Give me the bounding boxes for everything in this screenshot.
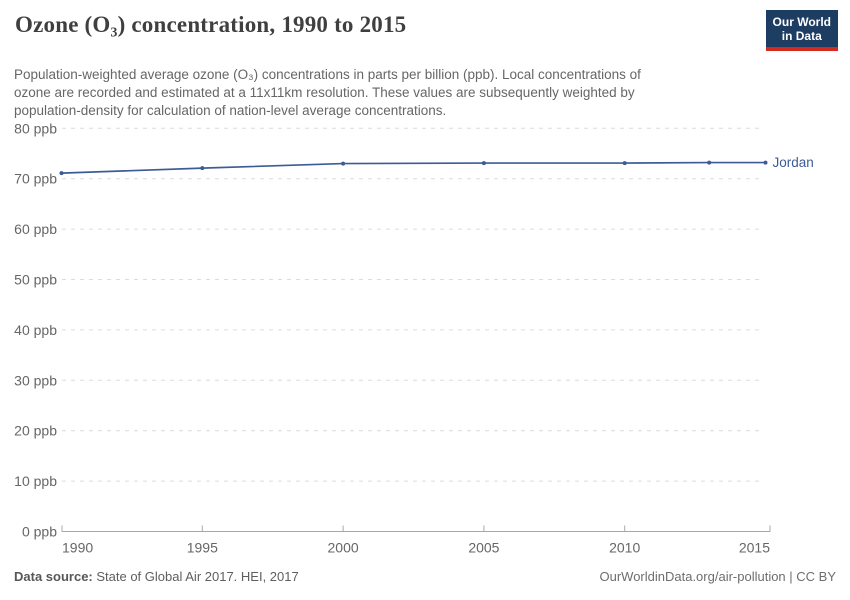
x-tick-label: 1990 bbox=[62, 540, 93, 556]
line-chart: 0 ppb 10 ppb 20 ppb 30 ppb 40 ppb 50 ppb 60 pp… bbox=[14, 120, 814, 556]
x-axis-line bbox=[61, 525, 771, 532]
owid-url-license: OurWorldinData.org/air-pollution | CC BY bbox=[599, 569, 836, 584]
x-tick-label: 2000 bbox=[328, 540, 359, 556]
data-point bbox=[707, 160, 712, 165]
y-tick-label: 40 ppb bbox=[14, 322, 57, 338]
data-point bbox=[763, 160, 768, 165]
data-point bbox=[59, 171, 64, 176]
subtitle-line: Population-weighted average ozone (O₃) c… bbox=[14, 66, 641, 82]
owid-logo-line2: in Data bbox=[781, 29, 822, 44]
y-tick-label: 20 ppb bbox=[14, 423, 57, 439]
series-line bbox=[61, 161, 766, 175]
data-point bbox=[200, 166, 205, 171]
subtitle-line: population-density for calculation of na… bbox=[14, 102, 447, 118]
data-point bbox=[341, 161, 346, 166]
y-tick-label: 70 ppb bbox=[14, 171, 57, 187]
y-tick-label: 10 ppb bbox=[14, 473, 57, 489]
data-source-label: Data source: bbox=[14, 569, 93, 584]
chart-title: Ozone (O₃) concentration, 1990 to 2015 bbox=[15, 12, 407, 37]
subtitle-line: ozone are recorded and estimated at a 11… bbox=[14, 84, 635, 100]
x-tick-label: 2015 bbox=[739, 540, 770, 556]
x-tick-label: 2005 bbox=[468, 540, 499, 556]
y-tick-label: 30 ppb bbox=[14, 372, 57, 388]
owid-logo-line1: Our World bbox=[772, 15, 831, 29]
data-source-note: Data source: State of Global Air 2017. H… bbox=[14, 569, 299, 584]
x-tick-label: 2010 bbox=[609, 540, 640, 556]
data-source-text: State of Global Air 2017. HEI, 2017 bbox=[92, 569, 299, 584]
y-tick-label: 80 ppb bbox=[14, 120, 57, 136]
x-tick-label: 1995 bbox=[187, 540, 218, 556]
series-end-label: Jordan bbox=[773, 155, 814, 170]
y-tick-label: 0 ppb bbox=[22, 524, 57, 540]
data-point bbox=[622, 161, 627, 166]
data-point bbox=[481, 161, 486, 166]
y-tick-label: 50 ppb bbox=[14, 272, 57, 288]
chart-subtitle: Population-weighted average ozone (O₃) c… bbox=[14, 66, 734, 120]
owid-logo: Our World in Data bbox=[765, 10, 838, 51]
y-tick-label: 60 ppb bbox=[14, 221, 57, 237]
